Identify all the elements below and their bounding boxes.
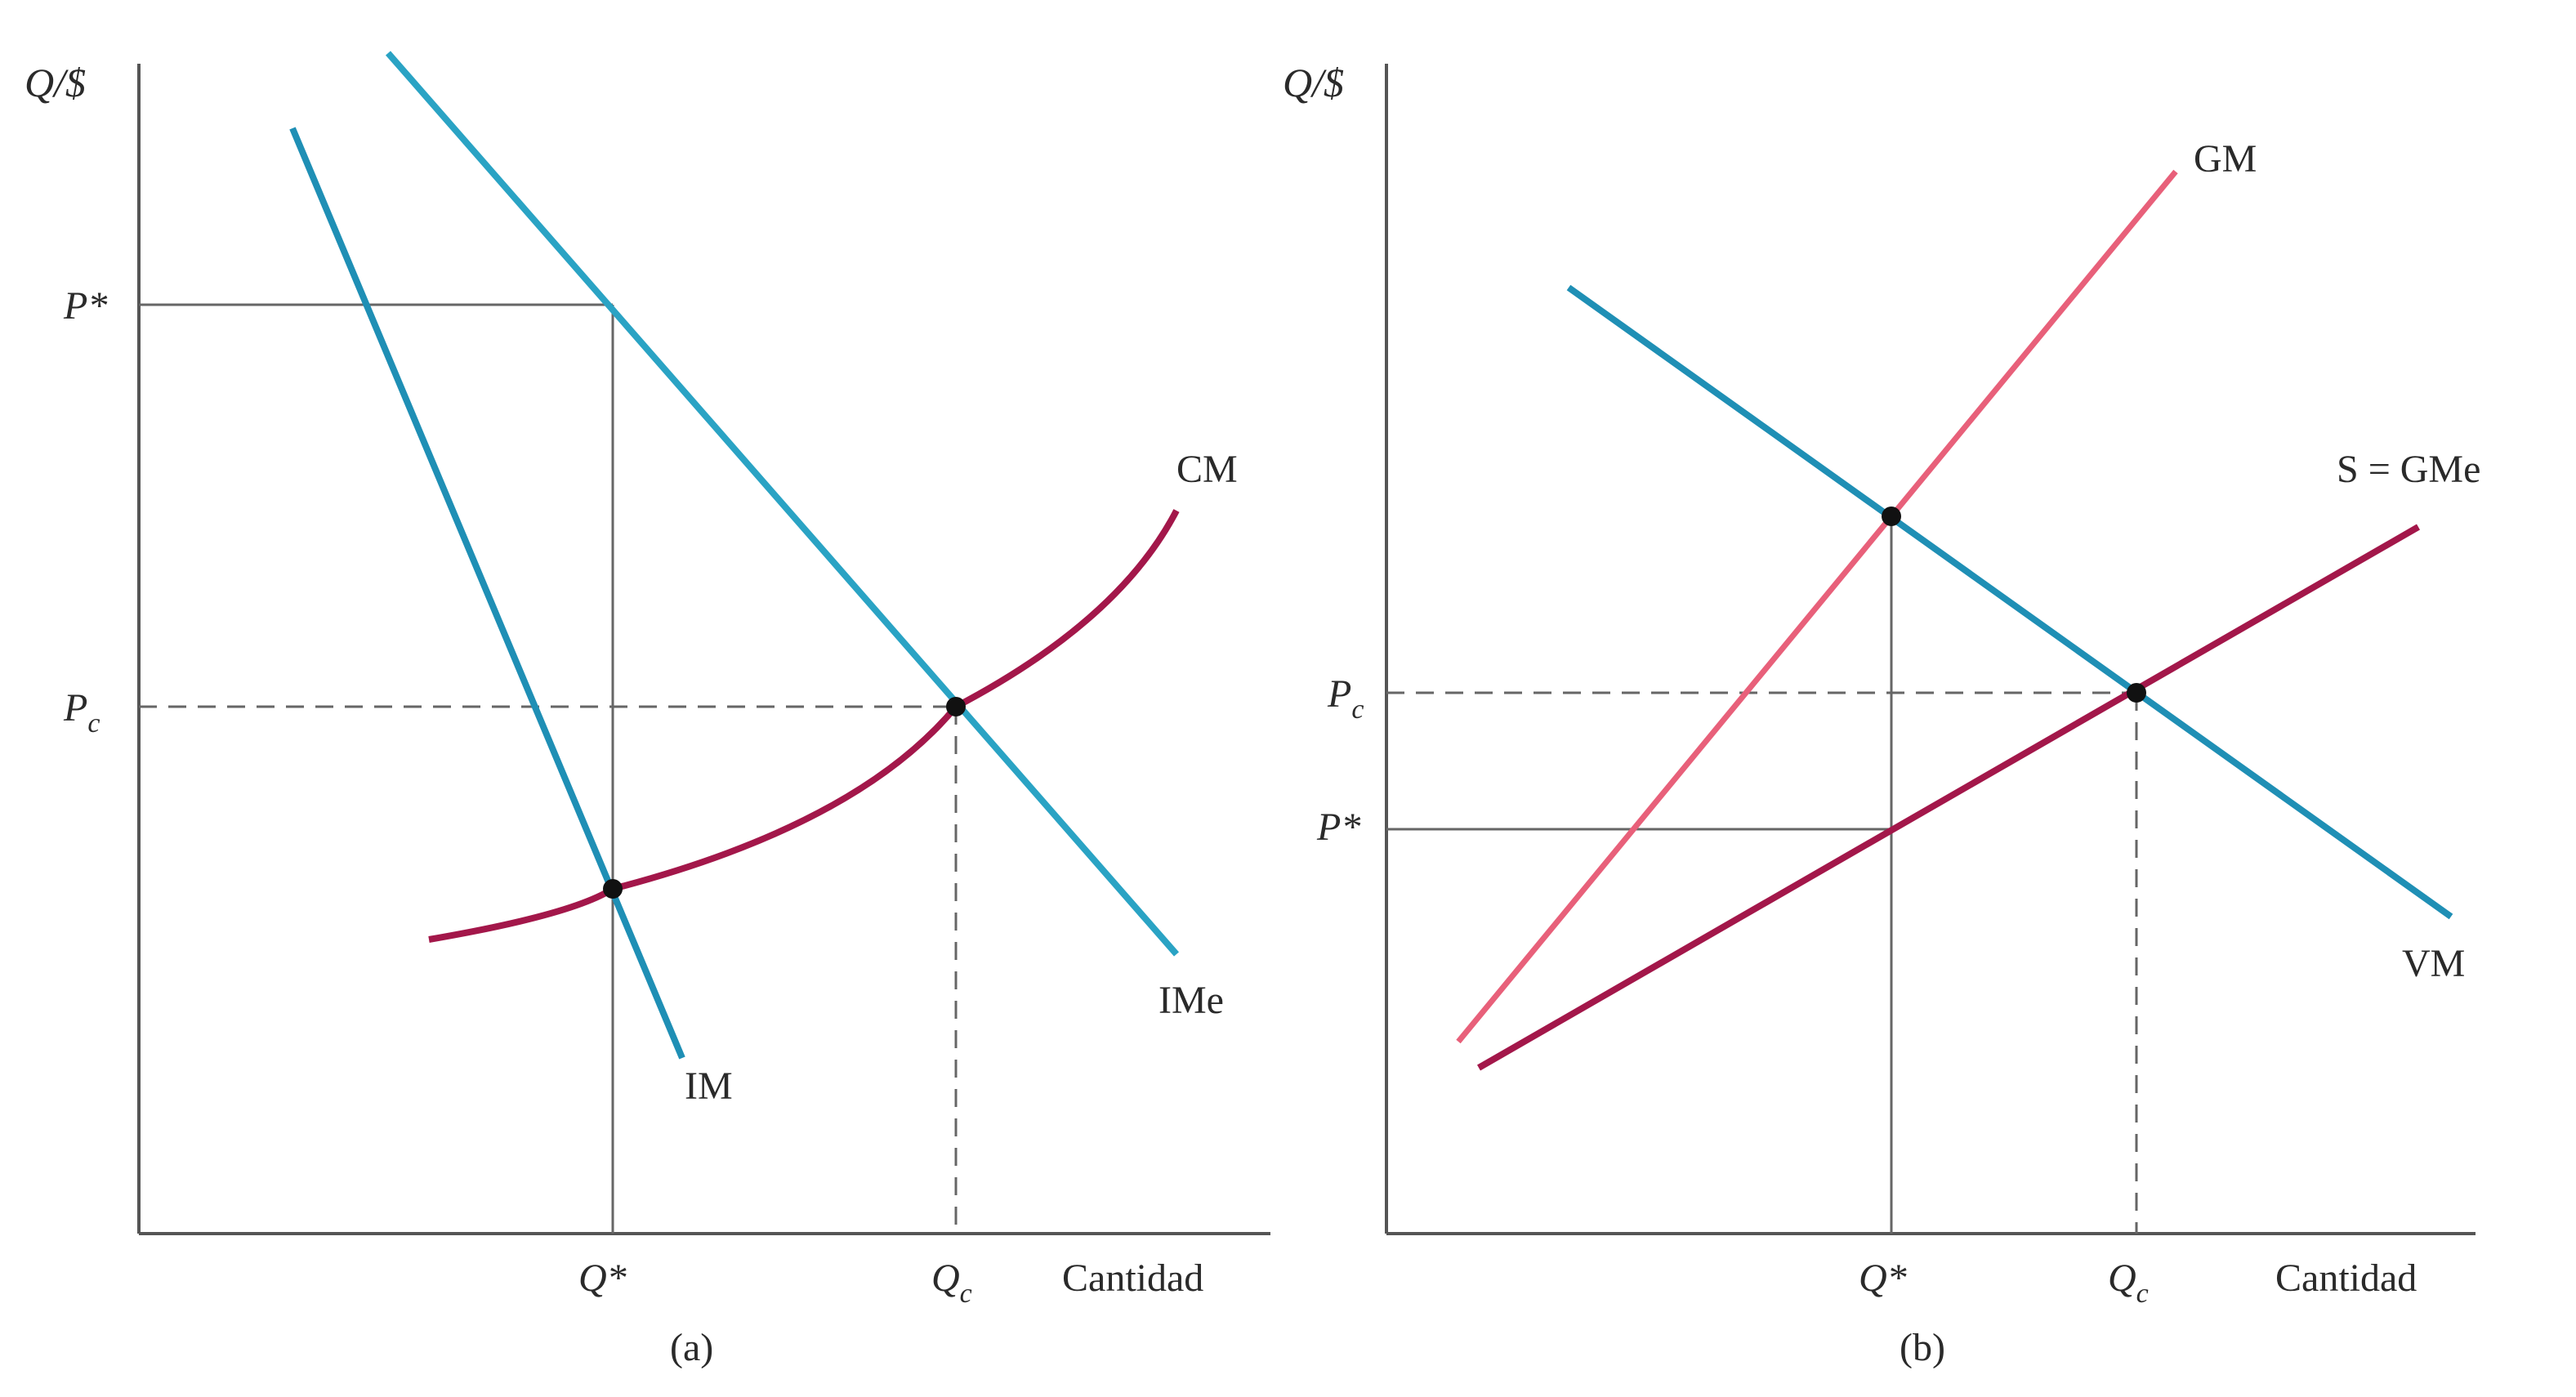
panel-b-pstar-label: P* [1316,806,1360,849]
panel-b-vm-curve [1566,284,2453,920]
panel-b-qstar-label: Q* [1859,1256,1907,1300]
panel-b-monopsony-point [1882,507,1901,526]
panel-b-qc-main: Q [2108,1256,2136,1300]
panel-b-pc-main: P [1327,672,1351,716]
panel-b: Q/$ Pc P* Q* Qc Cantidad GM S = GMe VM (… [1283,60,2480,1369]
panel-a-im-curve [289,127,685,1060]
panel-b-x-axis-label: Cantidad [2275,1256,2417,1300]
panel-b-gme-label: S = GMe [2337,448,2480,491]
panel-a-y-axis-label: Q/$ [25,60,86,105]
panel-a-monopsony-point [603,879,623,899]
panel-a-qc-main: Q [931,1256,960,1300]
panel-a-ime-label: IMe [1159,979,1224,1022]
panel-a-ime-curve [385,51,1180,957]
panel-a-cm-curve [428,509,1180,943]
panel-a-qstar-label: Q* [578,1256,627,1300]
panel-b-gm-curve [1456,169,2178,1044]
panel-a-cm-label: CM [1176,448,1238,491]
panel-a-pc-label: Pc [63,686,100,739]
panel-a-pc-sub: c [87,708,100,739]
panel-a-caption: (a) [670,1326,713,1369]
panel-b-equilibrium-point [2127,683,2146,703]
panel-b-vm-label: VM [2402,942,2465,985]
panel-b-caption: (b) [1900,1326,1945,1369]
panel-b-pc-sub: c [1351,694,1364,725]
panel-b-y-axis-label: Q/$ [1283,60,1344,105]
panel-a-x-axis-label: Cantidad [1062,1256,1203,1300]
panel-a-qc-label: Qc [931,1256,972,1309]
panel-b-qc-sub: c [2136,1279,2149,1309]
panel-a-equilibrium-point [946,697,966,716]
panel-a: Q/$ P* Pc Q* Qc Cantidad CM IMe IM (a) [25,51,1270,1369]
panel-a-im-label: IM [685,1064,733,1108]
panel-b-pc-label: Pc [1327,672,1364,725]
panel-a-pstar-label: P* [63,284,107,328]
panel-b-gme-curve [1477,524,2420,1071]
panel-a-qc-sub: c [960,1279,972,1309]
panel-a-pc-main: P [63,686,87,730]
panel-b-gm-label: GM [2194,137,2257,181]
panel-b-qc-label: Qc [2108,1256,2149,1309]
